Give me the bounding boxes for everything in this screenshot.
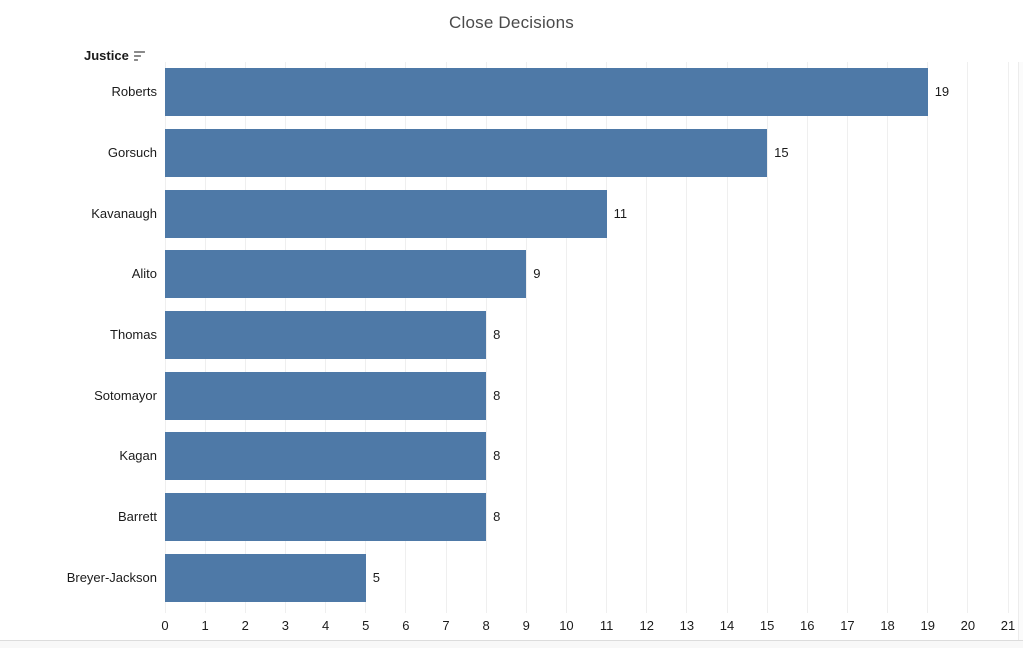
bar-value-label: 19 [934,84,950,100]
axis-tick-label: 19 [920,618,935,633]
gridline [806,62,808,613]
chart-title: Close Decisions [449,13,574,32]
row-label-kavanaugh[interactable]: Kavanaugh [91,205,157,221]
bar-value-label: 5 [372,569,380,585]
axis-tick-label: 4 [321,618,330,633]
axis-tick-label: 3 [281,618,290,633]
gridline [887,62,889,613]
axis-tick-label: 20 [960,618,976,633]
bar-value-label: 8 [493,448,501,464]
gridline [525,62,527,613]
bar-barrett[interactable] [165,493,487,541]
row-label-gorsuch[interactable]: Gorsuch [107,145,157,160]
bar-alito[interactable] [165,250,527,299]
gridline [726,62,728,613]
row-label-breyer-jackson[interactable]: Breyer-Jackson [66,569,157,585]
gridline [565,62,567,613]
bar-value-label: 11 [613,205,628,221]
bar-kagan[interactable] [165,432,487,481]
row-label-roberts[interactable]: Roberts [111,84,157,100]
axis-tick-label: 10 [559,618,574,633]
axis-tick-label: 9 [522,618,530,633]
bar-gorsuch[interactable] [165,129,768,177]
axis-tick-label: 1 [201,618,209,633]
axis-tick-label: 5 [362,618,370,633]
gridline [967,62,969,613]
axis-tick-label: 21 [1000,618,1016,633]
axis-tick-label: 2 [241,618,249,633]
gridline [485,62,487,613]
bar-thomas[interactable] [165,311,487,359]
axis-tick-label: 11 [599,618,614,633]
row-label-kagan[interactable]: Kagan [119,448,157,464]
bar-kavanaugh[interactable] [165,189,607,238]
bar-roberts[interactable] [165,68,928,117]
axis-tick-label: 18 [880,618,895,633]
bar-value-label: 9 [533,266,541,282]
row-label-sotomayor[interactable]: Sotomayor [94,387,157,403]
column-header-label: Justice [84,47,129,63]
bar-value-label: 8 [493,327,501,342]
gridline [686,62,688,613]
bar-breyer-jackson[interactable] [165,553,366,602]
row-label-barrett[interactable]: Barrett [117,509,157,524]
axis-tick-label: 16 [800,618,815,633]
horizontal-scrollbar[interactable] [0,640,1023,648]
gridline [927,62,929,613]
bar-value-label: 15 [774,145,789,160]
axis-tick-label: 17 [840,618,855,633]
axis-tick-label: 12 [639,618,654,633]
axis-tick-label: 0 [161,618,169,633]
axis-tick-label: 6 [402,618,410,633]
bar-value-label: 8 [493,509,501,524]
bar-value-label: 8 [493,387,501,403]
gridline [766,62,768,613]
row-label-thomas[interactable]: Thomas [110,327,157,342]
bar-sotomayor[interactable] [165,371,487,420]
axis-tick-label: 7 [442,618,450,633]
axis-tick-label: 13 [679,618,695,633]
gridline [646,62,648,613]
axis-tick-label: 8 [482,618,490,633]
axis-tick-label: 14 [719,618,735,633]
axis-tick-label: 15 [759,618,775,633]
gridline [1007,62,1009,613]
row-label-alito[interactable]: Alito [131,266,157,282]
sort-descending-icon[interactable] [133,51,145,61]
column-header-justice[interactable]: Justice [84,47,145,63]
vertical-scrollbar[interactable] [1018,62,1023,640]
gridline [846,62,848,613]
gridline [606,62,608,613]
